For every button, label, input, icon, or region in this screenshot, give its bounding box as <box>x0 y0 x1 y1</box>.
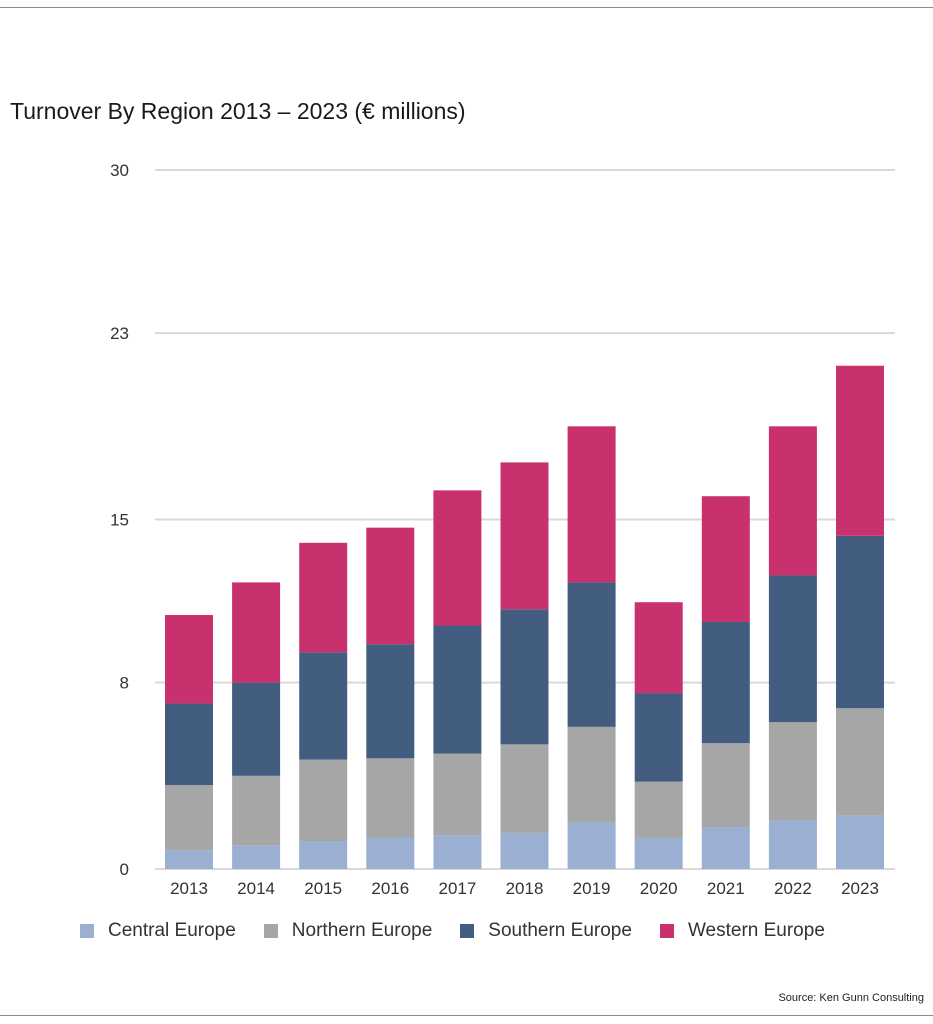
x-tick-label: 2016 <box>371 879 409 898</box>
bar-2014-southern-europe <box>232 682 281 776</box>
bar-2013-southern-europe <box>165 703 213 786</box>
x-tick-label: 2013 <box>170 879 208 898</box>
bar-2021-northern-europe <box>701 743 750 828</box>
bar-2020-western-europe <box>634 602 683 694</box>
bar-2019-western-europe <box>567 426 616 583</box>
bar-2023-southern-europe <box>836 535 884 709</box>
y-tick-label: 30 <box>110 161 129 180</box>
bar-2023-western-europe <box>836 365 884 536</box>
bar-2021-southern-europe <box>701 622 750 744</box>
bar-2013-western-europe <box>165 615 213 704</box>
bar-2018-central-europe <box>500 832 549 869</box>
bar-2016-southern-europe <box>366 644 415 759</box>
chart-title: Turnover By Region 2013 – 2023 (€ millio… <box>10 98 466 124</box>
bar-2018-southern-europe <box>500 609 549 745</box>
legend-label: Central Europe <box>108 920 236 941</box>
bar-2022-western-europe <box>768 426 817 576</box>
bar-2015-southern-europe <box>299 652 348 760</box>
x-tick-label: 2020 <box>640 879 678 898</box>
top-border <box>0 7 933 8</box>
x-tick-label: 2017 <box>438 879 476 898</box>
bar-2023-central-europe <box>836 815 884 869</box>
bar-2021-central-europe <box>701 827 750 869</box>
bar-2019-southern-europe <box>567 582 616 727</box>
y-tick-label: 0 <box>120 860 129 879</box>
legend-swatch <box>263 924 278 938</box>
x-tick-label: 2022 <box>774 879 812 898</box>
source-note: Source: Ken Gunn Consulting <box>778 992 924 1004</box>
legend-label: Northern Europe <box>291 920 433 941</box>
bar-2016-central-europe <box>366 837 415 869</box>
x-tick-label: 2021 <box>707 879 745 898</box>
bar-2015-western-europe <box>299 542 348 653</box>
legend-swatch <box>80 924 94 938</box>
bar-2023-northern-europe <box>836 708 884 816</box>
bar-2017-southern-europe <box>433 625 482 754</box>
bar-2015-northern-europe <box>299 759 348 842</box>
bar-2021-western-europe <box>701 496 750 623</box>
legend-item: Southern Europe <box>460 920 632 942</box>
legend-item: Central Europe <box>80 920 236 942</box>
bar-2019-northern-europe <box>567 726 616 823</box>
legend-label: Western Europe <box>687 920 825 941</box>
bar-2020-northern-europe <box>634 781 683 838</box>
bar-2013-northern-europe <box>165 785 213 851</box>
bar-2020-southern-europe <box>634 693 683 782</box>
bar-2020-central-europe <box>634 837 683 869</box>
x-tick-label: 2018 <box>506 879 544 898</box>
bar-2017-western-europe <box>433 490 482 626</box>
bar-2019-central-europe <box>567 822 616 869</box>
y-tick-label: 23 <box>110 324 129 343</box>
x-tick-label: 2015 <box>304 879 342 898</box>
bar-2013-central-europe <box>165 850 213 869</box>
x-tick-label: 2014 <box>237 879 275 898</box>
bottom-border <box>0 1015 933 1016</box>
legend-swatch <box>659 924 674 938</box>
chart-legend: Central Europe Northern Europe Southern Eu… <box>80 920 825 942</box>
bar-2022-southern-europe <box>768 575 817 723</box>
bar-2018-western-europe <box>500 462 549 610</box>
bar-2016-northern-europe <box>366 758 415 838</box>
bar-2018-northern-europe <box>500 744 549 833</box>
y-tick-label: 15 <box>110 511 129 530</box>
legend-item: Western Europe <box>659 920 825 942</box>
legend-item: Northern Europe <box>263 920 433 942</box>
x-tick-label: 2019 <box>573 879 611 898</box>
x-tick-label: 2023 <box>841 879 879 898</box>
bar-2016-western-europe <box>366 527 415 645</box>
bar-2017-central-europe <box>433 835 482 869</box>
y-tick-label: 8 <box>120 674 129 693</box>
bar-2014-western-europe <box>232 582 281 683</box>
bar-2015-central-europe <box>299 841 348 869</box>
legend-swatch <box>460 924 475 938</box>
bar-2022-northern-europe <box>768 722 817 821</box>
legend-label: Southern Europe <box>488 920 632 941</box>
bar-2022-central-europe <box>768 820 817 869</box>
bar-2014-central-europe <box>232 845 281 869</box>
bar-2017-northern-europe <box>433 753 482 836</box>
bar-2014-northern-europe <box>232 775 281 846</box>
